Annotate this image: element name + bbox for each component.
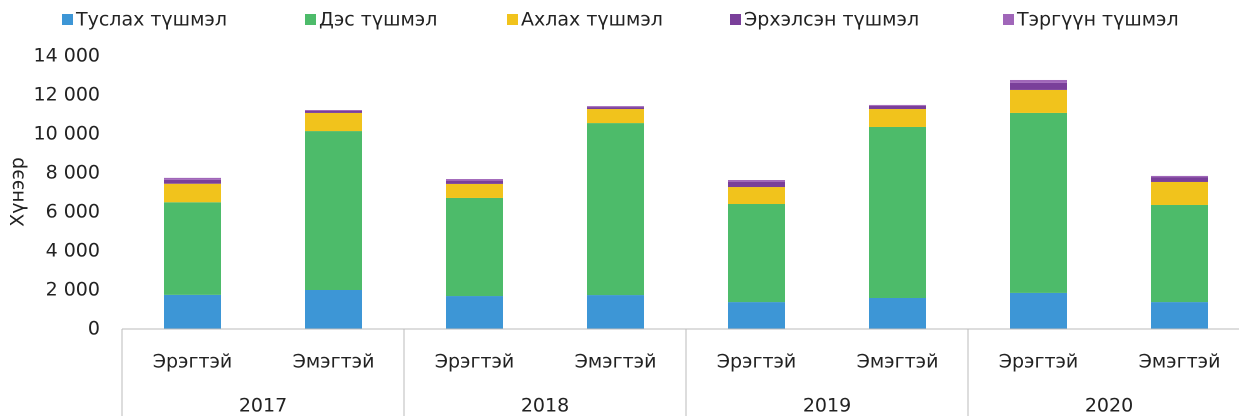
bar-segment: [587, 123, 644, 296]
legend-label: Туслах түшмэл: [75, 9, 227, 31]
bar-segment: [305, 131, 362, 290]
bar-segment: [305, 110, 362, 111]
y-tick-label: 0: [88, 318, 100, 340]
bar-segment: [1010, 79, 1067, 83]
bar-segment: [164, 177, 221, 180]
group-label: 2020: [1085, 395, 1133, 416]
bar-segment: [446, 197, 503, 297]
bar-segment: [869, 109, 926, 127]
bar-segment: [728, 181, 785, 188]
x-tick-label: Эмэгтэй: [1139, 351, 1221, 373]
bar-segment: [1010, 292, 1067, 329]
bar-segment: [1151, 175, 1208, 178]
legend-swatch: [1003, 14, 1014, 25]
x-tick-label: Эрэгтэй: [717, 351, 797, 373]
x-tick-label: Эрэгтэй: [999, 351, 1079, 373]
bar-segment: [1151, 302, 1208, 329]
x-tick-label: Эмэгтэй: [293, 351, 375, 373]
group-label: 2018: [521, 395, 569, 416]
bar-segment: [1010, 112, 1067, 293]
bar-segment: [446, 180, 503, 184]
bar-segment: [1151, 181, 1208, 205]
y-tick-label: 4 000: [46, 240, 100, 262]
y-axis-label: Хүнээр: [7, 157, 29, 227]
bar-segment: [164, 202, 221, 295]
bar-segment: [1151, 204, 1208, 303]
x-tick-label: Эрэгтэй: [153, 351, 233, 373]
bar-segment: [869, 126, 926, 298]
group-label: 2019: [803, 395, 851, 416]
legend-label: Дэс түшмэл: [319, 9, 437, 31]
y-tick-label: 10 000: [34, 123, 100, 145]
y-tick-label: 2 000: [46, 279, 100, 301]
legend-swatch: [62, 14, 73, 25]
x-tick-label: Эрэгтэй: [435, 351, 515, 373]
bar-segment: [446, 183, 503, 198]
legend-label: Ахлах түшмэл: [521, 9, 663, 31]
y-tick-label: 12 000: [34, 84, 100, 106]
legend-swatch: [305, 14, 316, 25]
legend-label: Эрхэлсэн түшмэл: [744, 9, 919, 31]
y-tick-label: 8 000: [46, 162, 100, 184]
bar-segment: [1151, 177, 1208, 182]
bar-segment: [587, 107, 644, 110]
bar-segment: [869, 105, 926, 110]
legend-label: Тэргүүн түшмэл: [1016, 9, 1179, 31]
bar-segment: [1010, 82, 1067, 90]
bar-segment: [446, 296, 503, 329]
bar-segment: [305, 290, 362, 329]
x-tick-label: Эмэгтэй: [575, 351, 657, 373]
bar-segment: [164, 183, 221, 203]
legend-swatch: [730, 14, 741, 25]
bar-segment: [728, 302, 785, 329]
y-tick-label: 6 000: [46, 201, 100, 223]
bar-segment: [587, 106, 644, 108]
bar-segment: [164, 294, 221, 329]
bar-segment: [305, 110, 362, 113]
bar-segment: [728, 180, 785, 182]
bar-segment: [1010, 89, 1067, 113]
bar-segment: [869, 104, 926, 106]
bar-segment: [587, 295, 644, 329]
bar-segment: [728, 204, 785, 303]
bar-segment: [587, 109, 644, 124]
bar-segment: [728, 187, 785, 205]
legend-swatch: [507, 14, 518, 25]
bar-segment: [164, 179, 221, 184]
bar-segment: [869, 297, 926, 329]
x-tick-label: Эмэгтэй: [857, 351, 939, 373]
group-label: 2017: [239, 395, 287, 416]
y-tick-label: 14 000: [34, 45, 100, 67]
bar-segment: [305, 112, 362, 132]
bar-segment: [446, 179, 503, 181]
